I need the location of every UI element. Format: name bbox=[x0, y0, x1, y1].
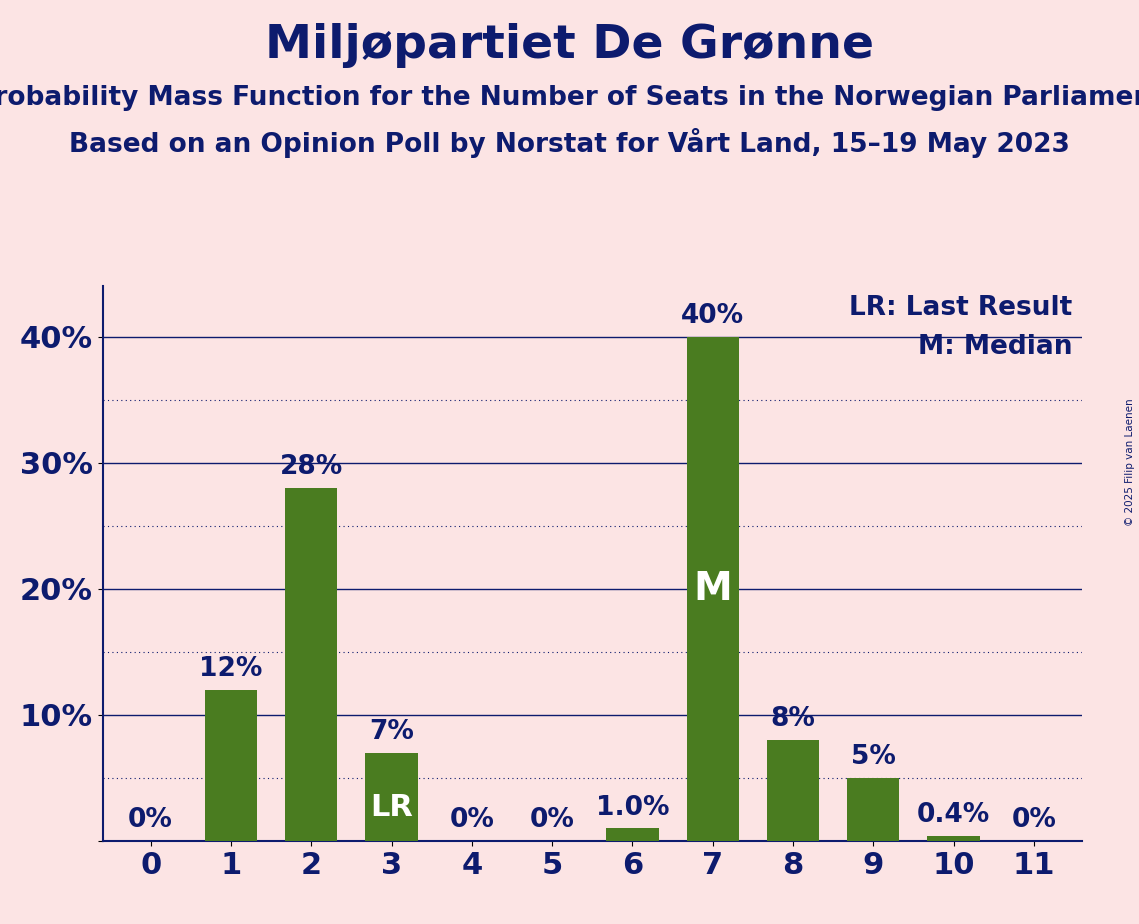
Bar bbox=[927, 836, 980, 841]
Bar bbox=[606, 828, 658, 841]
Text: 40%: 40% bbox=[681, 303, 744, 329]
Text: Probability Mass Function for the Number of Seats in the Norwegian Parliament: Probability Mass Function for the Number… bbox=[0, 85, 1139, 111]
Bar bbox=[205, 689, 257, 841]
Text: LR: LR bbox=[370, 793, 413, 821]
Text: 0%: 0% bbox=[1011, 808, 1056, 833]
Text: 12%: 12% bbox=[199, 656, 263, 682]
Text: 5%: 5% bbox=[851, 744, 895, 771]
Text: 0%: 0% bbox=[129, 808, 173, 833]
Text: 1.0%: 1.0% bbox=[596, 795, 670, 821]
Bar bbox=[847, 778, 900, 841]
Text: Miljøpartiet De Grønne: Miljøpartiet De Grønne bbox=[265, 23, 874, 68]
Text: 8%: 8% bbox=[771, 707, 816, 733]
Bar bbox=[687, 337, 739, 841]
Text: LR: Last Result: LR: Last Result bbox=[849, 295, 1072, 321]
Text: 0%: 0% bbox=[530, 808, 574, 833]
Text: Based on an Opinion Poll by Norstat for Vårt Land, 15–19 May 2023: Based on an Opinion Poll by Norstat for … bbox=[69, 128, 1070, 157]
Text: 0%: 0% bbox=[450, 808, 494, 833]
Bar bbox=[285, 488, 337, 841]
Bar bbox=[366, 753, 418, 841]
Text: M: Median: M: Median bbox=[918, 334, 1072, 359]
Text: 7%: 7% bbox=[369, 719, 413, 745]
Bar bbox=[767, 740, 819, 841]
Text: 28%: 28% bbox=[280, 455, 343, 480]
Text: © 2025 Filip van Laenen: © 2025 Filip van Laenen bbox=[1125, 398, 1134, 526]
Text: M: M bbox=[694, 570, 732, 608]
Text: 0.4%: 0.4% bbox=[917, 802, 990, 828]
